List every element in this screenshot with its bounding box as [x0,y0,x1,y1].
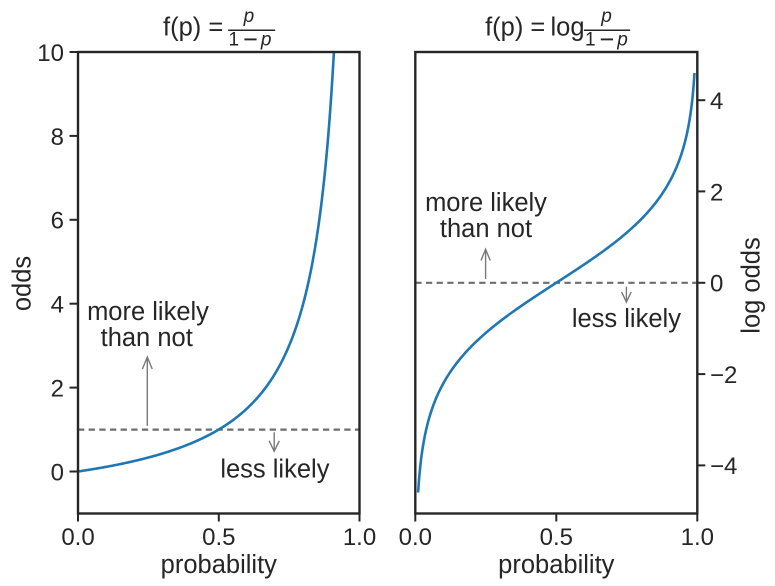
svg-text:6: 6 [51,208,64,235]
svg-text:probability: probability [498,551,614,579]
svg-text:f(p) =: f(p) = [163,14,223,42]
svg-text:odds: odds [9,256,37,311]
svg-text:2: 2 [710,179,723,206]
svg-text:f(p) =: f(p) = [485,14,545,42]
svg-text:less likely: less likely [572,305,681,333]
svg-text:log odds: log odds [738,237,766,333]
svg-text:than not: than not [101,324,193,352]
svg-text:4: 4 [710,88,723,115]
svg-text:−2: −2 [710,362,737,389]
svg-text:10: 10 [37,40,64,67]
svg-text:more likely: more likely [87,298,209,326]
svg-text:0: 0 [51,459,64,486]
svg-text:0: 0 [710,271,723,298]
svg-text:less likely: less likely [220,456,329,484]
svg-text:4: 4 [51,292,64,319]
svg-text:probability: probability [161,551,277,579]
svg-text:p: p [600,6,612,27]
svg-text:0.5: 0.5 [202,524,235,551]
svg-text:2: 2 [51,376,64,403]
svg-text:p: p [260,29,272,50]
svg-text:log: log [551,14,585,42]
svg-text:p: p [243,6,255,27]
svg-text:8: 8 [51,124,64,151]
svg-text:0.5: 0.5 [540,524,573,551]
svg-text:−4: −4 [710,453,737,480]
svg-text:1: 1 [585,29,596,50]
svg-text:0.0: 0.0 [61,524,94,551]
svg-text:1: 1 [229,29,240,50]
svg-text:more likely: more likely [425,189,547,217]
svg-text:than not: than not [440,215,532,243]
svg-text:p: p [616,29,628,50]
svg-text:0.0: 0.0 [399,524,432,551]
svg-text:1.0: 1.0 [681,524,714,551]
svg-text:1.0: 1.0 [343,524,376,551]
